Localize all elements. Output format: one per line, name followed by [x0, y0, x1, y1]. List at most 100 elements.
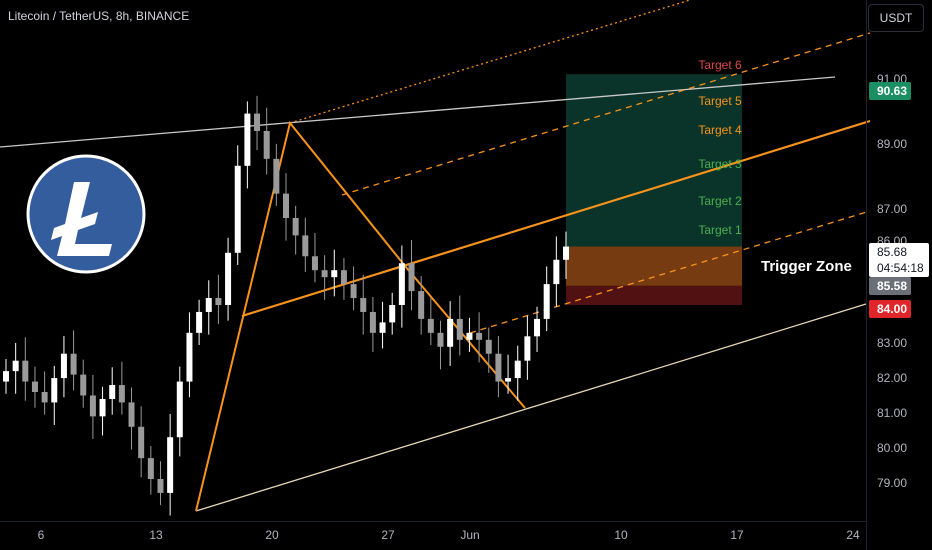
time-tick: 27: [381, 528, 395, 542]
candle-body: [109, 385, 116, 399]
candle-body: [138, 426, 145, 459]
price-axis[interactable]: 91.00 89.00 87.00 86.00 83.00 82.00 81.0…: [877, 72, 907, 490]
target-5-label: Target 5: [698, 94, 742, 108]
price-tick: 87.00: [877, 202, 907, 216]
price-label-current: 85.68 04:54:18: [869, 243, 929, 277]
candle-body: [302, 235, 309, 257]
svg-text:85.58: 85.58: [877, 279, 907, 293]
price-tick: 82.00: [877, 371, 907, 385]
candle-body: [205, 298, 212, 312]
stop-zone: [566, 285, 742, 305]
candle-body: [263, 131, 270, 159]
pattern-zigzag-line[interactable]: [195, 120, 526, 512]
candle-body: [22, 360, 29, 382]
time-tick: 13: [149, 528, 163, 542]
candle-body: [340, 270, 347, 285]
candle-body: [273, 158, 280, 194]
svg-text:90.63: 90.63: [877, 84, 907, 98]
time-tick: 24: [846, 528, 860, 542]
candle-body: [283, 193, 289, 218]
fork-upper-dashed-line[interactable]: [341, 32, 871, 196]
target-3-label: Target 3: [698, 157, 742, 171]
candle-body: [331, 270, 338, 278]
candle-body: [51, 378, 58, 403]
candle-body: [118, 385, 125, 403]
candle-body: [427, 318, 434, 333]
candle-body: [379, 322, 386, 333]
countdown-label: 04:54:18: [877, 261, 924, 275]
candle-body: [99, 398, 106, 417]
candle-body: [360, 298, 367, 312]
price-axis-divider: [866, 0, 867, 550]
candle-body: [543, 284, 550, 319]
symbol-title: Litecoin / TetherUS, 8h, BINANCE: [8, 9, 190, 23]
time-tick: 10: [614, 528, 628, 542]
time-tick: 6: [38, 528, 45, 542]
price-tick: 89.00: [877, 137, 907, 151]
candle-body: [534, 318, 541, 337]
candle-body: [350, 284, 357, 299]
candle-body: [514, 360, 521, 379]
candle-body: [186, 332, 193, 382]
candle-body: [176, 381, 183, 438]
candle-body: [466, 332, 473, 340]
candle-body: [215, 298, 222, 305]
upper-channel-line[interactable]: [0, 76, 836, 148]
candle-body: [311, 256, 318, 271]
price-label-top-target: 90.63: [869, 82, 911, 100]
candle-body: [167, 437, 174, 493]
trigger-zone-label: Trigger Zone: [761, 258, 852, 275]
candle-body: [147, 458, 154, 479]
candle-body: [563, 246, 569, 260]
candle-body: [476, 332, 483, 340]
trigger-zone: [566, 246, 742, 286]
candle-body: [389, 305, 396, 323]
price-label-stop: 84.00: [869, 300, 911, 318]
candle-body: [12, 360, 19, 372]
candle-body: [196, 311, 203, 333]
price-tick: 81.00: [877, 406, 907, 420]
currency-button[interactable]: USDT: [868, 4, 924, 32]
svg-text:85.68: 85.68: [877, 245, 907, 259]
candle-body: [254, 113, 261, 131]
candle-body: [398, 263, 405, 305]
candle-body: [447, 318, 454, 347]
candles-group: [3, 95, 569, 516]
candle-body: [80, 374, 87, 396]
candle-body: [437, 332, 444, 347]
price-tick: 79.00: [877, 476, 907, 490]
candle-body: [244, 113, 251, 166]
profit-zone: [566, 74, 742, 247]
time-axis-divider: [0, 521, 866, 522]
price-tick: 80.00: [877, 441, 907, 455]
candle-body: [456, 318, 463, 340]
svg-text:84.00: 84.00: [877, 302, 907, 316]
candle-body: [408, 263, 415, 292]
candle-body: [369, 311, 376, 333]
target-6-label: Target 6: [698, 58, 742, 72]
lower-channel-line[interactable]: [195, 303, 867, 512]
target-1-label: Target 1: [698, 223, 742, 237]
candle-body: [321, 270, 328, 278]
target-2-label: Target 2: [698, 194, 742, 208]
candle-body: [89, 395, 96, 417]
time-axis[interactable]: 6 13 20 27 Jun 10 17 24: [38, 528, 860, 542]
candle-body: [128, 402, 135, 427]
candle-body: [292, 218, 299, 236]
price-tick: 83.00: [877, 336, 907, 350]
candle-body: [70, 353, 77, 375]
candle-body: [3, 371, 9, 382]
candle-body: [225, 252, 232, 305]
candle-body: [31, 381, 38, 392]
time-tick: Jun: [460, 528, 479, 542]
candle-body: [157, 479, 164, 493]
candle-body: [553, 259, 560, 285]
candle-body: [485, 339, 492, 354]
candle-body: [234, 165, 241, 253]
candle-body: [505, 378, 512, 382]
target-4-label: Target 4: [698, 123, 742, 137]
candle-body: [60, 353, 67, 379]
candle-body: [524, 336, 531, 361]
